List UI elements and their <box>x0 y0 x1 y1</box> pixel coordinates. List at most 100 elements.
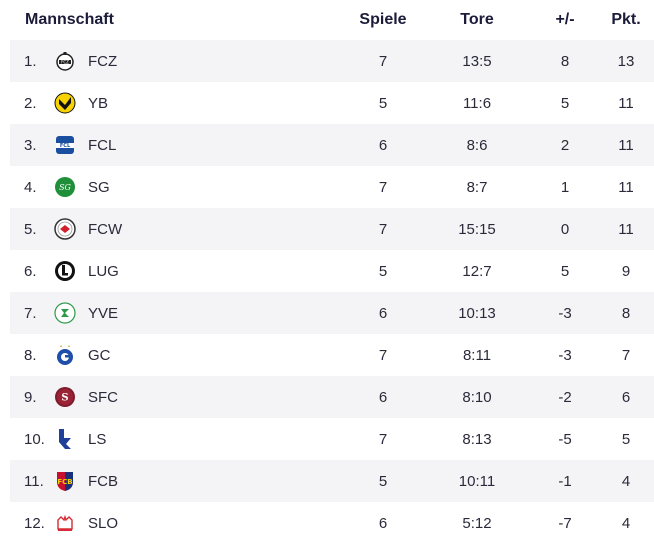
team-abbr[interactable]: YVE <box>88 304 119 322</box>
points-value: 11 <box>618 178 634 196</box>
team-abbr[interactable]: FCB <box>88 472 118 490</box>
goals-value: 15:15 <box>458 220 496 238</box>
slo-logo-icon <box>54 512 76 534</box>
table-row[interactable]: 3. FCL FCL 6 8:6 2 11 <box>10 124 654 166</box>
header-points[interactable]: Pkt. <box>611 11 641 28</box>
games-value: 7 <box>378 430 388 448</box>
goals-value: 8:10 <box>462 388 492 406</box>
points-value: 4 <box>621 472 631 490</box>
rank-value: 9. <box>24 388 37 406</box>
diff-value: 0 <box>560 220 570 238</box>
fcl-logo-icon: FCL <box>54 134 76 156</box>
team-abbr[interactable]: YB <box>88 94 109 112</box>
goals-value: 8:7 <box>466 178 488 196</box>
diff-value: 1 <box>560 178 570 196</box>
team-abbr[interactable]: FCL <box>88 136 117 154</box>
lug-logo-icon <box>54 260 76 282</box>
points-value: 8 <box>621 304 631 322</box>
rank-value: 4. <box>24 178 37 196</box>
rank-value: 12. <box>24 514 45 532</box>
table-body: 1. FCZ FCZ 7 13:5 8 13 2. YB 5 11:6 5 11 3. FCL FCL 6 8:6… <box>10 40 654 544</box>
team-cell: 7. YVE <box>10 302 344 324</box>
team-abbr[interactable]: GC <box>88 346 111 364</box>
diff-value: -7 <box>558 514 572 532</box>
gc-logo-icon <box>54 344 76 366</box>
rank-value: 2. <box>24 94 37 112</box>
table-row[interactable]: 2. YB 5 11:6 5 11 <box>10 82 654 124</box>
team-cell: 6. LUG <box>10 260 344 282</box>
svg-text:FCZ: FCZ <box>61 60 69 65</box>
points-value: 7 <box>621 346 631 364</box>
table-row[interactable]: 7. YVE 6 10:13 -3 8 <box>10 292 654 334</box>
table-row[interactable]: 9. S SFC 6 8:10 -2 6 <box>10 376 654 418</box>
sfc-logo-icon: S <box>54 386 76 408</box>
team-cell: 9. S SFC <box>10 386 344 408</box>
header-diff[interactable]: +/- <box>555 11 575 28</box>
team-abbr[interactable]: FCW <box>88 220 123 238</box>
games-value: 5 <box>378 94 388 112</box>
points-value: 13 <box>617 52 635 70</box>
games-value: 6 <box>378 388 388 406</box>
team-abbr[interactable]: SLO <box>88 514 119 532</box>
goals-value: 8:11 <box>462 346 492 364</box>
table-row[interactable]: 10. LS 7 8:13 -5 5 <box>10 418 654 460</box>
games-value: 6 <box>378 304 388 322</box>
goals-value: 8:13 <box>462 430 492 448</box>
team-cell: 1. FCZ FCZ <box>10 50 344 72</box>
team-abbr[interactable]: SFC <box>88 388 118 406</box>
svg-text:S: S <box>61 393 68 404</box>
rank-value: 3. <box>24 136 37 154</box>
diff-value: 2 <box>560 136 570 154</box>
diff-value: -3 <box>558 304 572 322</box>
yve-logo-icon <box>54 302 76 324</box>
table-header: Mannschaft Spiele Tore +/- Pkt. <box>0 0 654 40</box>
points-value: 5 <box>621 430 631 448</box>
team-cell: 2. YB <box>10 92 344 114</box>
goals-value: 10:13 <box>458 304 496 322</box>
diff-value: 5 <box>560 262 570 280</box>
team-abbr[interactable]: FCZ <box>88 52 118 70</box>
team-cell: 4. SG SG <box>10 176 344 198</box>
header-goals[interactable]: Tore <box>460 11 494 28</box>
svg-text:SG: SG <box>59 183 71 192</box>
rank-value: 6. <box>24 262 37 280</box>
goals-value: 10:11 <box>458 472 496 490</box>
table-row[interactable]: 5. FCW 7 15:15 0 11 <box>10 208 654 250</box>
points-value: 6 <box>621 388 631 406</box>
team-cell: 12. SLO <box>10 512 344 534</box>
goals-value: 13:5 <box>462 52 492 70</box>
fcz-logo-icon: FCZ <box>54 50 76 72</box>
team-abbr[interactable]: LUG <box>88 262 119 280</box>
table-row[interactable]: 6. LUG 5 12:7 5 9 <box>10 250 654 292</box>
yb-logo-icon <box>54 92 76 114</box>
games-value: 7 <box>378 220 388 238</box>
header-team[interactable]: Mannschaft <box>25 11 114 28</box>
fcb-logo-icon: FCB <box>54 470 76 492</box>
points-value: 11 <box>618 94 634 112</box>
diff-value: -2 <box>558 388 572 406</box>
points-value: 9 <box>621 262 631 280</box>
diff-value: -5 <box>558 430 572 448</box>
table-row[interactable]: 4. SG SG 7 8:7 1 11 <box>10 166 654 208</box>
games-value: 7 <box>378 346 388 364</box>
header-games[interactable]: Spiele <box>359 11 407 28</box>
team-abbr[interactable]: LS <box>88 430 107 448</box>
goals-value: 5:12 <box>462 514 492 532</box>
team-cell: 11. FCB FCB <box>10 470 344 492</box>
table-row[interactable]: 11. FCB FCB 5 10:11 -1 4 <box>10 460 654 502</box>
svg-text:FCL: FCL <box>60 143 71 149</box>
team-abbr[interactable]: SG <box>88 178 110 196</box>
games-value: 6 <box>378 514 388 532</box>
games-value: 6 <box>378 136 388 154</box>
svg-text:FCB: FCB <box>57 478 72 486</box>
team-cell: 8. GC <box>10 344 344 366</box>
table-row[interactable]: 8. GC 7 8:11 -3 7 <box>10 334 654 376</box>
rank-value: 7. <box>24 304 37 322</box>
diff-value: 5 <box>560 94 570 112</box>
team-cell: 5. FCW <box>10 218 344 240</box>
rank-value: 11. <box>24 472 44 490</box>
table-row[interactable]: 1. FCZ FCZ 7 13:5 8 13 <box>10 40 654 82</box>
goals-value: 11:6 <box>462 94 492 112</box>
table-row[interactable]: 12. SLO 6 5:12 -7 4 <box>10 502 654 544</box>
